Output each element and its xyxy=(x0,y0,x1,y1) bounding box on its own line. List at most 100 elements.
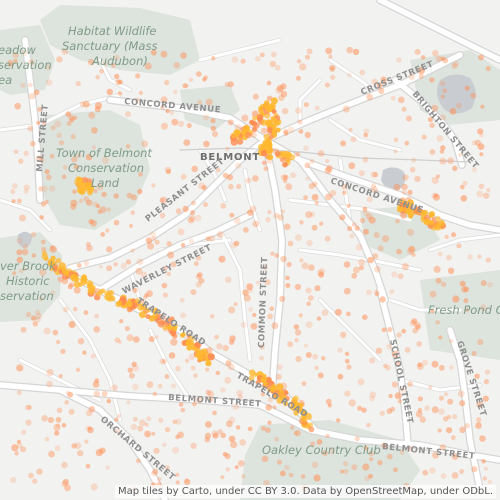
density-point xyxy=(71,156,78,163)
density-point xyxy=(357,378,365,386)
density-point-hot xyxy=(438,219,445,227)
density-point xyxy=(357,405,363,411)
density-point xyxy=(212,131,218,138)
density-point xyxy=(395,360,401,367)
density-point xyxy=(208,397,213,403)
density-point-hot xyxy=(307,422,314,428)
density-point xyxy=(205,367,210,372)
density-point xyxy=(240,58,246,64)
density-point xyxy=(215,370,220,376)
density-point xyxy=(96,183,104,191)
density-point-hot xyxy=(131,302,138,310)
density-point xyxy=(99,206,107,214)
density-point xyxy=(88,218,94,225)
density-point xyxy=(314,285,321,292)
density-point xyxy=(189,215,196,222)
density-point xyxy=(405,115,412,122)
density-point xyxy=(114,337,121,343)
density-point xyxy=(162,292,168,298)
density-point xyxy=(463,298,469,304)
density-point xyxy=(284,223,291,230)
density-point-hot xyxy=(80,278,87,286)
density-point xyxy=(274,437,279,442)
density-point xyxy=(90,483,98,491)
density-point xyxy=(449,365,454,370)
density-point xyxy=(311,224,318,231)
density-point xyxy=(404,140,410,146)
density-point xyxy=(306,48,313,55)
density-point xyxy=(480,280,487,287)
density-point xyxy=(376,82,383,89)
density-point xyxy=(391,350,399,358)
density-point xyxy=(180,407,186,413)
density-point xyxy=(21,248,29,256)
density-point-hot xyxy=(271,109,277,114)
density-point xyxy=(172,446,180,454)
density-point xyxy=(198,277,205,284)
density-point xyxy=(280,255,287,263)
density-point xyxy=(337,347,343,354)
density-point xyxy=(247,426,253,432)
density-point xyxy=(447,157,454,165)
density-point xyxy=(328,54,333,59)
density-point xyxy=(278,94,285,102)
density-point xyxy=(277,214,285,221)
density-point xyxy=(386,343,393,350)
density-point xyxy=(226,420,233,428)
density-point xyxy=(446,414,452,420)
density-point xyxy=(205,421,212,428)
density-point xyxy=(144,293,149,298)
density-point xyxy=(247,209,254,216)
density-point-hot xyxy=(421,209,429,217)
density-point xyxy=(12,271,17,276)
density-point xyxy=(180,173,187,180)
density-point xyxy=(390,95,396,101)
density-point xyxy=(485,66,491,72)
density-point-hot xyxy=(86,283,93,289)
density-point xyxy=(265,217,271,223)
density-point xyxy=(409,166,416,173)
density-point xyxy=(228,306,236,314)
density-point xyxy=(305,287,312,294)
density-point xyxy=(458,152,463,157)
density-point xyxy=(220,432,226,439)
density-point xyxy=(481,459,486,464)
label-orchard-st: ORCHARD STREET xyxy=(98,415,177,483)
density-point xyxy=(353,266,360,274)
density-point xyxy=(381,235,390,243)
label-concord-ave-west: CONCORD AVENUE xyxy=(124,97,222,115)
density-point xyxy=(479,133,484,138)
density-point xyxy=(94,313,99,319)
density-point xyxy=(435,320,440,325)
density-point xyxy=(252,312,257,318)
density-point xyxy=(159,358,166,365)
density-point xyxy=(325,398,332,405)
density-point xyxy=(217,429,223,435)
density-point xyxy=(164,166,172,173)
density-point xyxy=(314,105,320,111)
density-point xyxy=(483,192,490,199)
density-point xyxy=(479,304,487,312)
label-waverley-st: WAVERLEY STREET xyxy=(121,243,214,297)
density-point xyxy=(460,195,468,202)
density-point-hot xyxy=(412,207,420,215)
density-point xyxy=(114,73,120,80)
density-point xyxy=(326,164,333,172)
density-point xyxy=(246,283,254,291)
density-point xyxy=(229,335,236,342)
density-point xyxy=(233,302,238,307)
density-point xyxy=(471,466,478,473)
label-town-line3: Land xyxy=(91,176,120,190)
label-mill-st: MILL STREET xyxy=(35,104,51,173)
density-point xyxy=(56,56,63,63)
density-point xyxy=(101,390,108,397)
density-point xyxy=(173,61,180,69)
map-attribution[interactable]: Map tiles by Carto, under CC BY 3.0. Dat… xyxy=(114,485,496,498)
density-point xyxy=(210,118,216,124)
density-point xyxy=(354,225,360,231)
density-point xyxy=(194,214,202,222)
density-point xyxy=(47,416,55,424)
density-point xyxy=(58,374,63,379)
density-point xyxy=(220,387,226,393)
